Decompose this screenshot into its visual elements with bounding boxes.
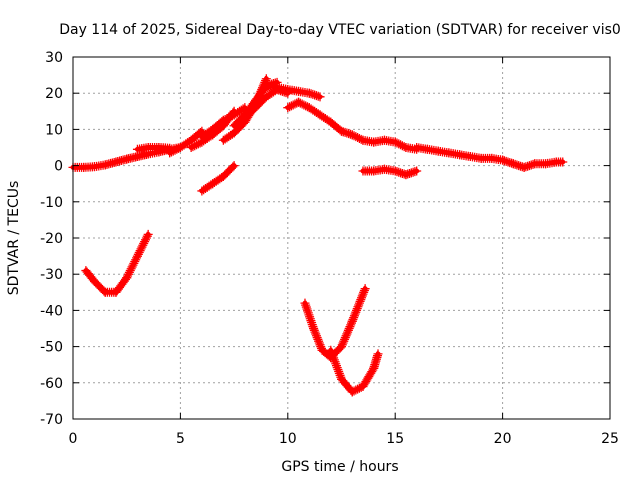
y-tick-label: 10 <box>45 122 63 138</box>
x-axis-label: GPS time / hours <box>281 459 398 475</box>
data-point <box>329 355 339 365</box>
data-point <box>373 349 383 359</box>
data-point <box>306 316 316 326</box>
series-small-dip <box>358 164 422 180</box>
y-tick-label: -50 <box>40 340 63 356</box>
series-tail-late <box>498 155 568 172</box>
data-point <box>329 353 339 363</box>
series-descent <box>283 97 422 154</box>
x-tick-label: 0 <box>69 431 78 447</box>
data-point <box>327 349 337 359</box>
series-low-arc-deep <box>326 345 383 397</box>
data-point <box>301 300 311 310</box>
x-tick-label: 10 <box>279 431 297 447</box>
y-tick-label: 0 <box>54 159 63 175</box>
data-point <box>332 363 342 373</box>
data-point <box>303 306 313 316</box>
data-point <box>315 92 325 102</box>
y-tick-label: -60 <box>40 376 63 392</box>
data-point <box>305 314 315 324</box>
data-point <box>326 345 336 355</box>
y-tick-label: 30 <box>45 50 63 66</box>
y-tick-label: -30 <box>40 267 63 283</box>
data-point <box>143 229 153 239</box>
data-point <box>307 320 317 330</box>
data-point <box>333 365 343 375</box>
data-point <box>308 322 318 332</box>
data-point <box>303 308 313 318</box>
y-tick-label: 20 <box>45 86 63 102</box>
axis-ticks: 0 5 10 15 20 25 -70 -60 -50 -40 -30 -20 -10 0 10 20 30 <box>40 50 619 447</box>
data-point <box>334 368 344 378</box>
data-point <box>331 361 341 371</box>
y-tick-label: -20 <box>40 231 63 247</box>
y-axis-label: SDTVAR / TECUs <box>6 181 22 296</box>
data-point <box>356 134 366 144</box>
x-tick-label: 20 <box>494 431 512 447</box>
data-point <box>307 318 317 328</box>
data-point <box>301 302 311 312</box>
data-point <box>229 161 239 171</box>
data-point <box>359 285 369 295</box>
x-tick-label: 25 <box>601 431 619 447</box>
y-tick-label: -70 <box>40 412 63 428</box>
data-point <box>399 142 409 152</box>
series-peak-top <box>257 81 325 102</box>
data-point <box>228 162 238 172</box>
data-point <box>304 310 314 320</box>
data-point <box>558 157 568 167</box>
y-tick-label: -10 <box>40 195 63 211</box>
data-point <box>360 284 370 294</box>
series-short-rise <box>197 161 239 196</box>
data-series-layer <box>68 74 568 397</box>
data-point <box>412 166 422 176</box>
y-tick-label: -40 <box>40 303 63 319</box>
x-tick-label: 5 <box>176 431 185 447</box>
data-point <box>142 231 152 241</box>
chart-title: Day 114 of 2025, Sidereal Day-to-day VTE… <box>59 22 621 38</box>
data-point <box>305 312 315 322</box>
data-point <box>331 359 341 369</box>
data-point <box>302 304 312 314</box>
data-point <box>335 370 345 380</box>
data-point <box>328 351 338 361</box>
x-tick-label: 15 <box>386 431 404 447</box>
series-plateau-late <box>412 143 508 165</box>
series-rise-c <box>197 103 250 142</box>
grid-lines <box>73 57 610 419</box>
data-point <box>300 298 310 308</box>
data-point <box>330 357 340 367</box>
data-point <box>334 366 344 376</box>
series-low-arc-early <box>81 229 153 297</box>
data-point <box>326 347 336 357</box>
